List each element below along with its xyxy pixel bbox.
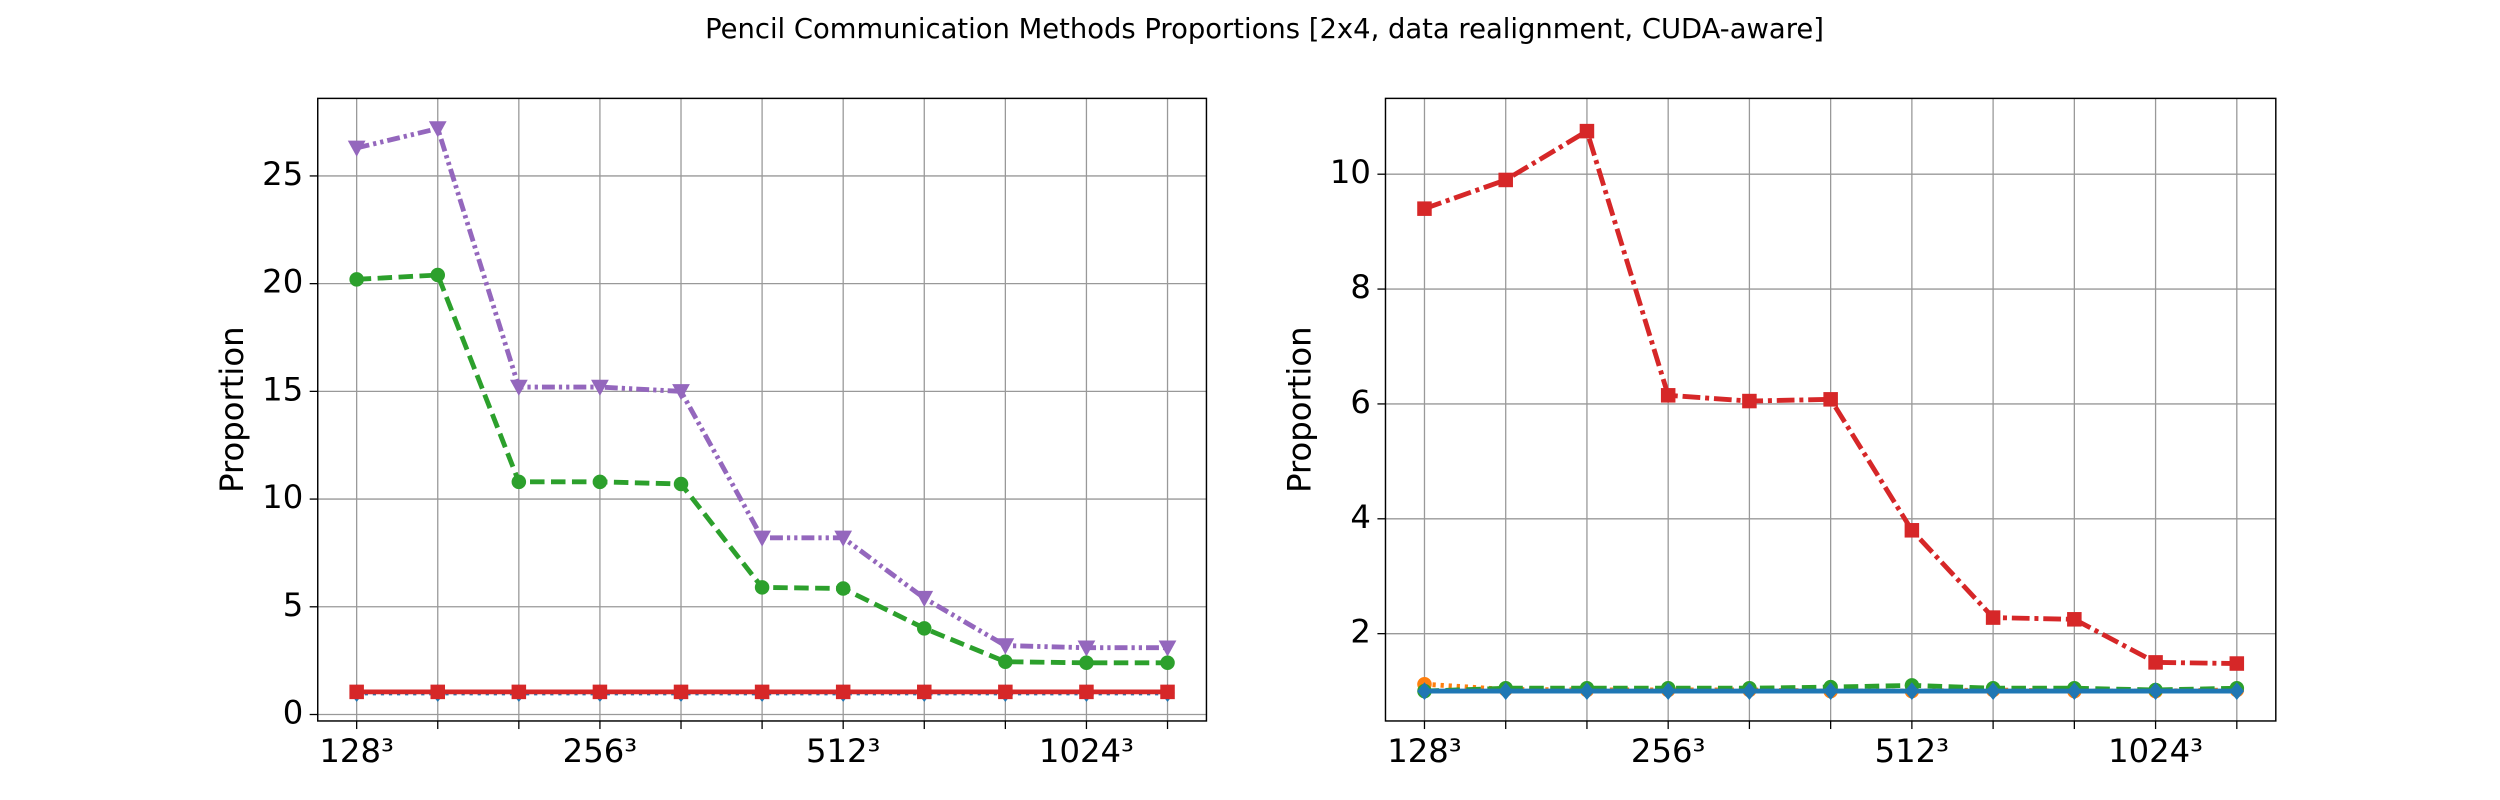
y-tick-label: 20: [262, 263, 303, 301]
marker: [428, 121, 447, 138]
marker: [917, 684, 932, 700]
marker: [1904, 682, 1920, 700]
marker: [1417, 201, 1432, 216]
x-tick-label: 256³: [1631, 732, 1705, 770]
marker: [1823, 392, 1838, 407]
marker: [1823, 682, 1838, 700]
marker: [347, 140, 366, 157]
marker: [834, 530, 853, 547]
x-tick-label: 512³: [1875, 732, 1949, 770]
marker: [1498, 682, 1513, 700]
marker: [1742, 393, 1757, 409]
marker: [1904, 523, 1920, 538]
marker: [2067, 612, 2082, 627]
y-tick-label: 15: [262, 370, 303, 408]
marker: [511, 684, 527, 700]
marker: [1579, 123, 1595, 139]
marker: [1985, 682, 2001, 700]
marker: [509, 379, 528, 396]
marker: [430, 267, 446, 283]
marker: [2229, 656, 2245, 671]
marker: [1660, 388, 1676, 403]
x-tick-label: 1024³: [2108, 732, 2203, 770]
marker: [754, 684, 770, 700]
y-tick-label: 4: [1350, 498, 1371, 536]
figure-title: Pencil Communication Methods Proportions…: [705, 14, 1824, 45]
y-tick-label: 25: [262, 155, 303, 193]
y-tick-label: 10: [262, 478, 303, 516]
marker: [591, 379, 609, 396]
y-tick-label: 6: [1350, 383, 1371, 421]
marker: [754, 580, 770, 595]
marker: [349, 684, 364, 700]
series-line: [356, 125, 1168, 651]
marker: [592, 474, 608, 490]
axes-frame: [1384, 97, 2277, 722]
axes-frame: [317, 97, 1208, 722]
marker: [835, 684, 851, 700]
marker: [998, 654, 1013, 669]
marker: [1079, 684, 1094, 700]
x-tick-label: 128³: [1387, 732, 1461, 770]
y-axis-label: Proportion: [213, 326, 251, 492]
x-tick-label: 1024³: [1039, 732, 1134, 770]
y-tick-label: 8: [1350, 268, 1371, 306]
marker: [753, 530, 771, 547]
y-axis-label: Proportion: [1281, 326, 1319, 492]
marker: [592, 684, 608, 700]
marker: [1498, 172, 1513, 188]
x-tick-label: 512³: [806, 732, 880, 770]
x-tick-label: 256³: [563, 732, 637, 770]
marker: [1160, 655, 1175, 671]
marker: [1160, 684, 1175, 700]
marker: [996, 638, 1015, 655]
marker: [2148, 655, 2163, 670]
marker: [1985, 610, 2001, 625]
marker: [917, 621, 932, 636]
marker: [430, 684, 446, 700]
series-line: [1423, 127, 2237, 666]
marker: [1417, 682, 1432, 700]
marker: [998, 684, 1013, 700]
y-tick-label: 10: [1330, 153, 1371, 191]
y-tick-label: 0: [283, 694, 304, 732]
y-tick-label: 5: [283, 586, 304, 624]
marker: [672, 384, 690, 401]
marker: [1158, 640, 1177, 657]
marker: [349, 272, 364, 287]
marker: [1579, 682, 1595, 700]
marker: [673, 684, 689, 700]
marker: [511, 474, 527, 490]
marker: [1660, 682, 1676, 700]
marker: [1077, 640, 1096, 657]
marker: [673, 476, 689, 492]
marker: [1742, 682, 1757, 700]
marker: [915, 590, 934, 608]
y-tick-label: 2: [1350, 613, 1371, 651]
x-tick-label: 128³: [319, 732, 393, 770]
marker: [835, 581, 851, 596]
marker: [1079, 655, 1094, 671]
